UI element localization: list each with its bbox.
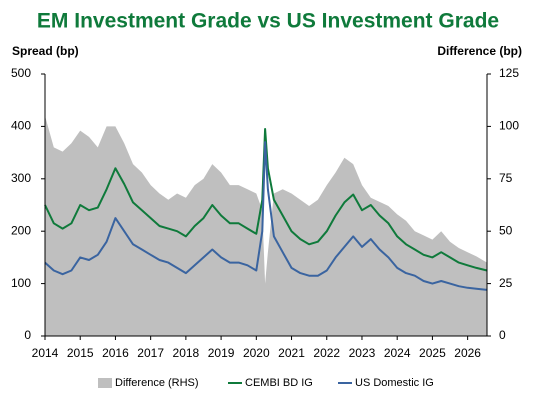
x-tick-label: 2023: [349, 346, 376, 360]
x-tick-label: 2021: [278, 346, 305, 360]
x-tick-label: 2019: [208, 346, 235, 360]
chart-title: EM Investment Grade vs US Investment Gra…: [37, 10, 499, 33]
y-axis-title: Spread (bp): [12, 44, 79, 58]
area: [45, 115, 487, 337]
legend-label: US Domestic IG: [355, 377, 434, 389]
x-tick-label: 2016: [102, 346, 129, 360]
y2-tick-label: 25: [499, 276, 513, 290]
legend-label: CEMBI BD IG: [245, 377, 313, 389]
x-tick-label: 2015: [67, 346, 94, 360]
y2-tick-label: 50: [499, 223, 513, 237]
y-tick-label: 100: [11, 276, 31, 290]
y2-tick-label: 125: [499, 66, 519, 80]
line: [44, 141, 488, 291]
x-tick-label: 2022: [313, 346, 340, 360]
y2-tick-label: 75: [499, 171, 513, 185]
y-tick-label: 0: [24, 328, 31, 342]
x-tick-label: 2018: [173, 346, 200, 360]
y-tick-label: 200: [11, 223, 31, 237]
y2-tick-label: 100: [499, 119, 519, 133]
line: [44, 128, 488, 272]
legend-swatch: [98, 378, 112, 388]
y-tick-label: 300: [11, 171, 31, 185]
y-tick-label: 400: [11, 119, 31, 133]
x-tick-label: 2020: [243, 346, 270, 360]
y2-tick-label: 0: [499, 328, 506, 342]
y-tick-label: 500: [11, 66, 31, 80]
legend-label: Difference (RHS): [115, 377, 199, 389]
x-tick-label: 2017: [137, 346, 164, 360]
x-tick-label: 2025: [419, 346, 446, 360]
y2-axis-title: Difference (bp): [437, 44, 522, 58]
x-tick-label: 2014: [32, 346, 59, 360]
x-tick-label: 2026: [454, 346, 481, 360]
x-tick-label: 2024: [384, 346, 411, 360]
